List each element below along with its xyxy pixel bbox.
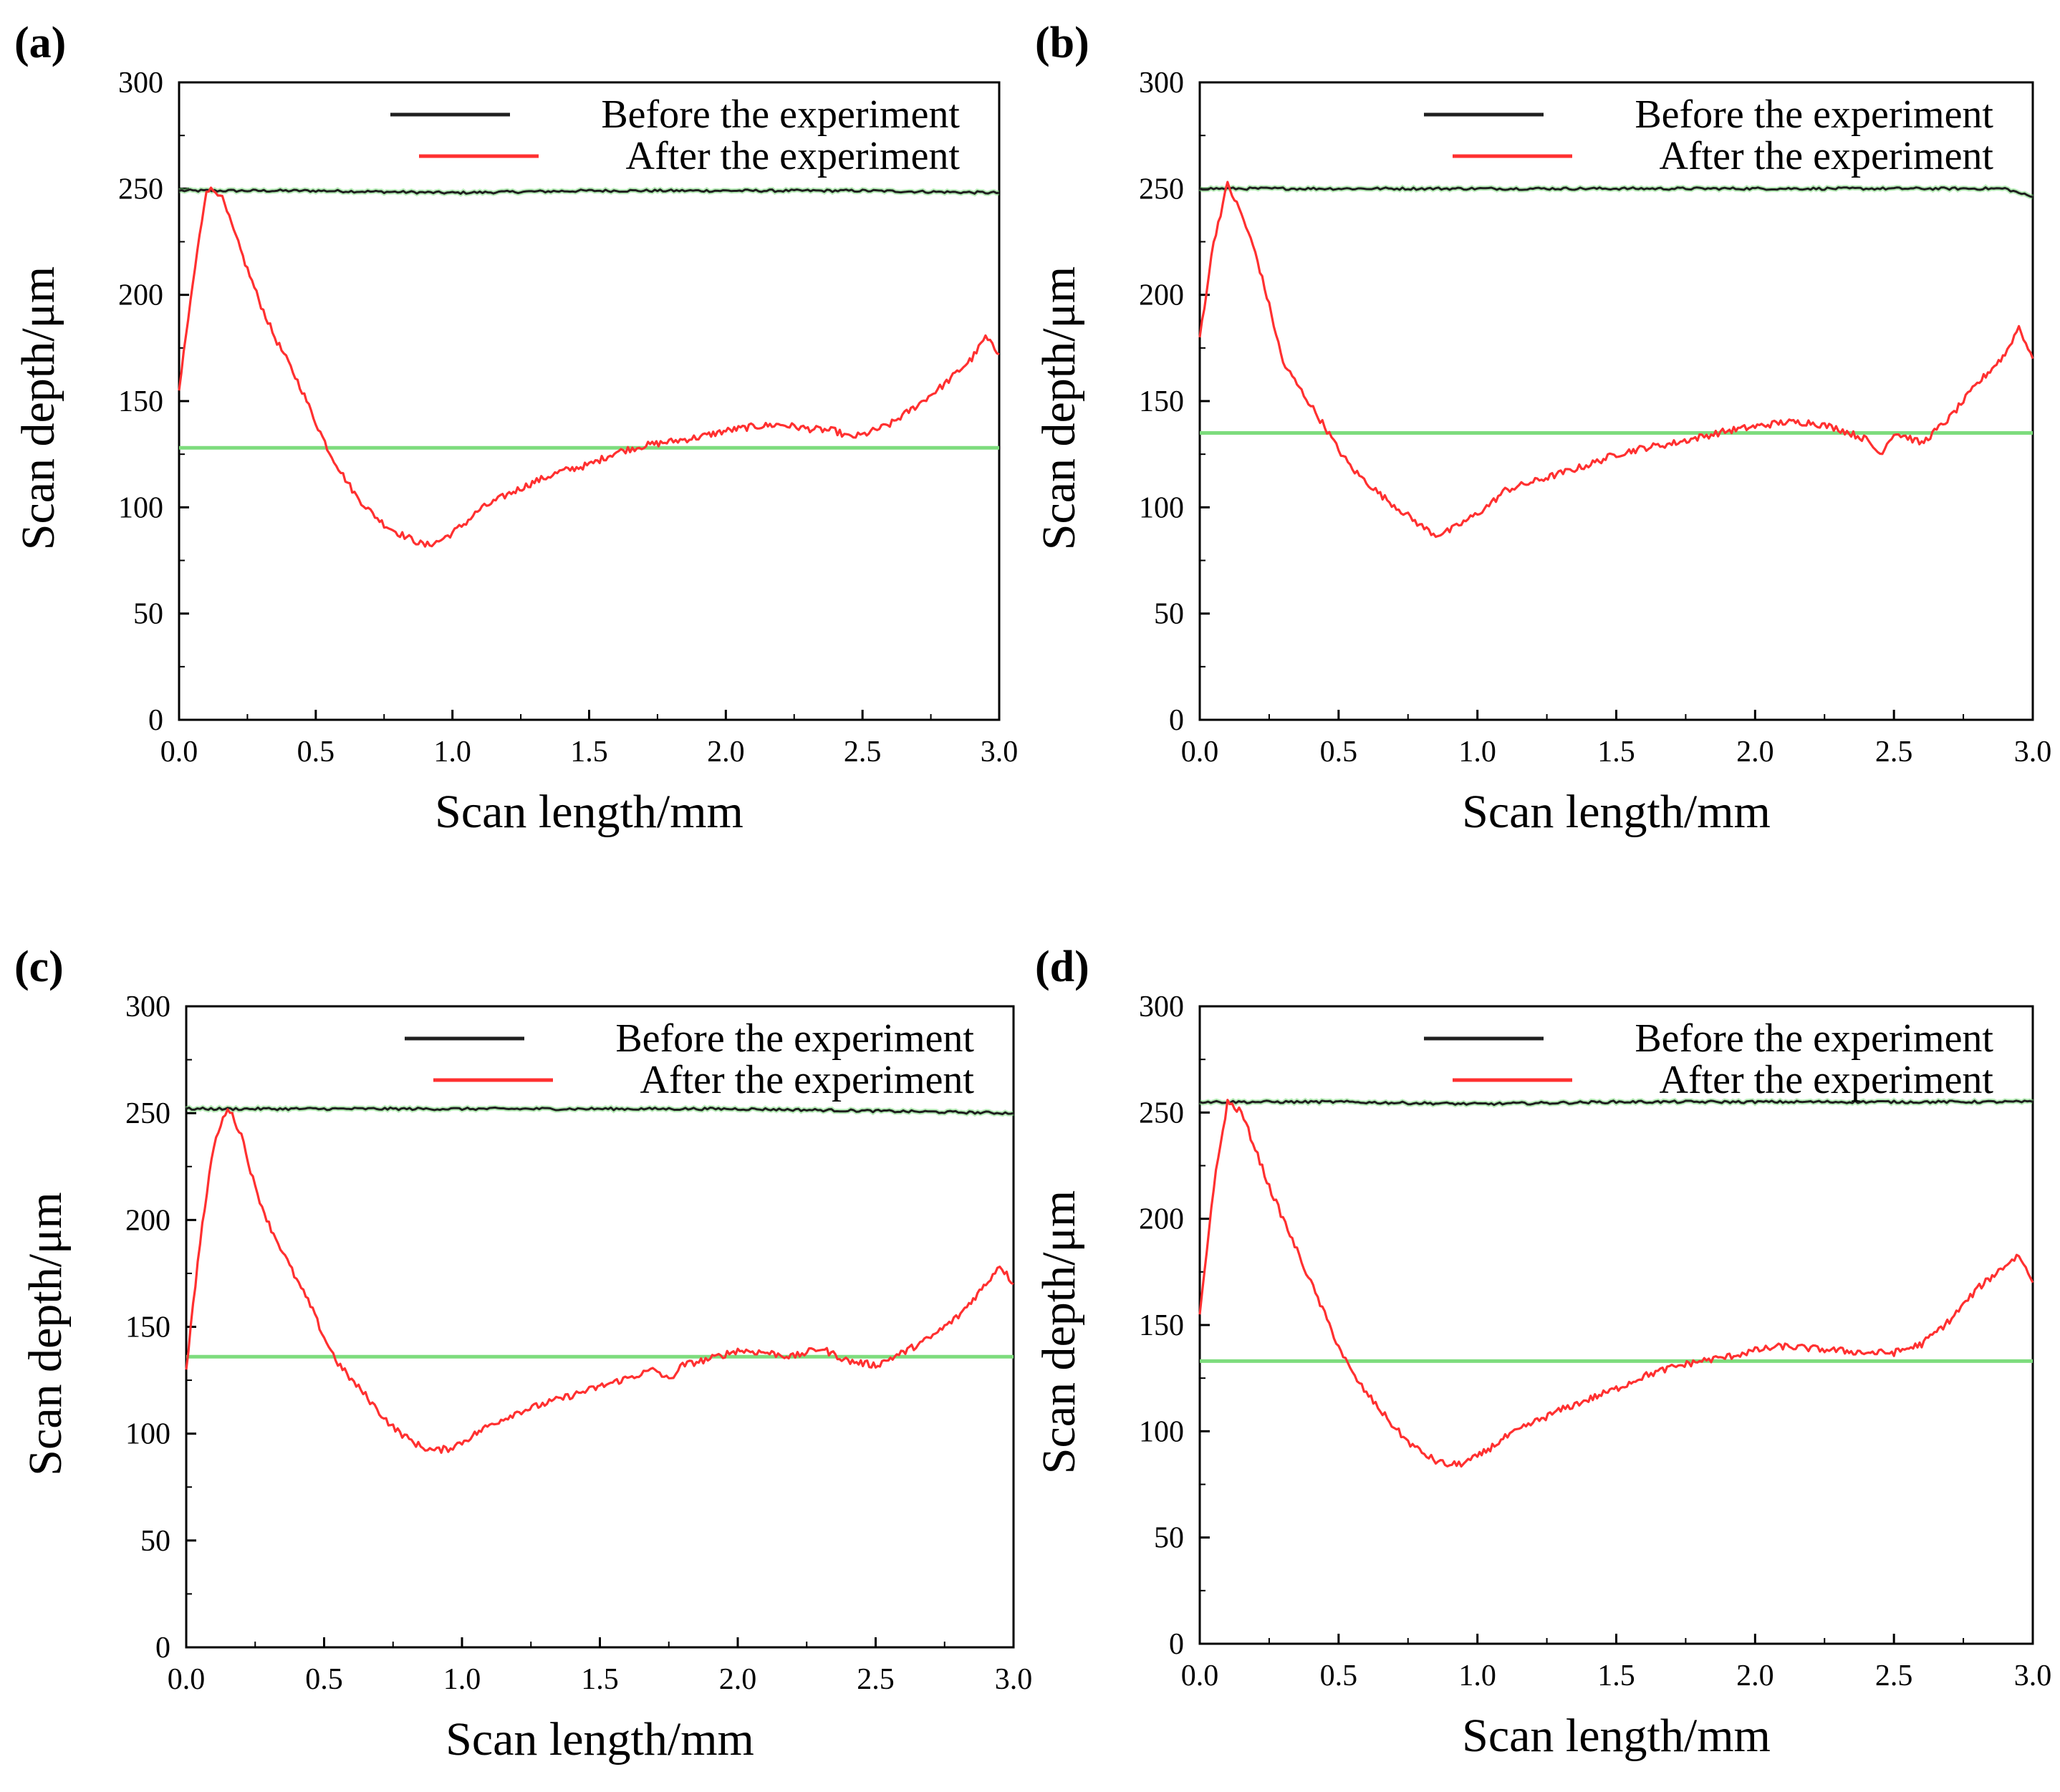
panel-label: (b) xyxy=(1035,19,1089,67)
x-tick-label: 0.0 xyxy=(1181,1659,1219,1692)
y-axis-title: Scan depth/μm xyxy=(1033,1190,1085,1474)
x-axis-title: Scan length/mm xyxy=(435,786,743,838)
x-axis-title: Scan length/mm xyxy=(1462,1710,1771,1762)
legend-label-before: Before the experiment xyxy=(1635,1016,1993,1061)
y-tick-label: 0 xyxy=(1169,1628,1184,1661)
x-tick-label: 0.5 xyxy=(305,1663,343,1696)
x-tick-label: 0.0 xyxy=(168,1663,206,1696)
series-line-after xyxy=(1198,1099,2034,1468)
y-tick-label: 300 xyxy=(1139,67,1184,100)
x-tick-label: 1.0 xyxy=(1458,736,1496,769)
x-tick-label: 2.5 xyxy=(844,736,882,769)
y-tick-label: 150 xyxy=(1139,1309,1184,1342)
y-tick-label: 200 xyxy=(118,279,163,312)
x-tick-label: 3.0 xyxy=(981,736,1019,769)
legend-label-after: After the experiment xyxy=(626,134,961,178)
y-tick-label: 50 xyxy=(133,598,163,631)
y-tick-label: 300 xyxy=(125,991,170,1023)
y-tick-label: 0 xyxy=(155,1632,170,1665)
x-tick-label: 2.0 xyxy=(1736,1659,1774,1692)
legend-label-before: Before the experiment xyxy=(1635,92,1993,137)
x-tick-label: 1.5 xyxy=(581,1663,619,1696)
y-tick-label: 300 xyxy=(118,67,163,100)
y-tick-label: 150 xyxy=(125,1311,170,1344)
series-line-before xyxy=(186,1106,1014,1115)
x-tick-label: 2.5 xyxy=(1875,736,1913,769)
x-tick-label: 1.0 xyxy=(433,736,471,769)
x-tick-label: 2.0 xyxy=(719,1663,757,1696)
x-tick-label: 0.5 xyxy=(1320,736,1358,769)
x-tick-label: 2.5 xyxy=(1875,1659,1913,1692)
x-tick-label: 2.5 xyxy=(857,1663,895,1696)
y-tick-label: 250 xyxy=(118,173,163,206)
series-line-after xyxy=(1198,180,2034,539)
x-tick-label: 2.0 xyxy=(707,736,745,769)
panel-label: (a) xyxy=(14,19,66,67)
panel-label: (d) xyxy=(1035,943,1089,991)
legend-label-after: After the experiment xyxy=(1660,1058,1994,1102)
y-tick-label: 300 xyxy=(1139,991,1184,1023)
y-tick-label: 150 xyxy=(118,385,163,418)
y-tick-label: 50 xyxy=(1154,1522,1184,1555)
x-tick-label: 0.0 xyxy=(160,736,198,769)
y-tick-label: 50 xyxy=(1154,598,1184,631)
chart-panel-c: (c) 0 50 100 150 200 250 300 0.0 0.5 1.0 1.5 2.0 2.5 3… xyxy=(14,943,1032,1765)
y-tick-label: 250 xyxy=(1139,1097,1184,1129)
panel-label: (c) xyxy=(14,943,64,991)
y-tick-label: 200 xyxy=(125,1204,170,1237)
x-tick-label: 1.0 xyxy=(1458,1659,1496,1692)
y-tick-label: 100 xyxy=(118,491,163,524)
legend-label-before: Before the experiment xyxy=(615,1016,974,1061)
y-tick-label: 200 xyxy=(1139,1203,1184,1236)
y-tick-label: 100 xyxy=(1139,491,1184,524)
y-tick-label: 250 xyxy=(1139,173,1184,206)
x-tick-label: 0.0 xyxy=(1181,736,1219,769)
series-line-after xyxy=(185,1108,1014,1454)
y-axis-title: Scan depth/μm xyxy=(19,1192,72,1475)
y-tick-label: 250 xyxy=(125,1097,170,1130)
legend-label-before: Before the experiment xyxy=(601,92,960,137)
y-tick-label: 150 xyxy=(1139,385,1184,418)
y-tick-label: 0 xyxy=(1169,704,1184,737)
x-tick-label: 1.5 xyxy=(1597,1659,1635,1692)
y-tick-label: 200 xyxy=(1139,279,1184,312)
y-tick-label: 100 xyxy=(125,1418,170,1451)
x-tick-label: 0.5 xyxy=(297,736,335,769)
x-tick-label: 3.0 xyxy=(995,1663,1033,1696)
series-line-before xyxy=(178,188,1000,196)
y-axis-title: Scan depth/μm xyxy=(12,266,64,550)
y-axis-title: Scan depth/μm xyxy=(1033,266,1085,550)
legend-label-after: After the experiment xyxy=(1660,134,1994,178)
plot-frame xyxy=(185,1005,1015,1649)
x-axis-title: Scan length/mm xyxy=(446,1713,754,1765)
series-line-before xyxy=(1199,186,2033,198)
y-tick-label: 50 xyxy=(140,1525,170,1558)
x-axis-title: Scan length/mm xyxy=(1462,786,1771,838)
y-tick-label: 100 xyxy=(1139,1415,1184,1448)
x-tick-label: 2.0 xyxy=(1736,736,1774,769)
y-tick-label: 0 xyxy=(148,704,163,737)
chart-panel-b: (b) 0 50 100 150 200 250 300 0.0 0.5 1.0 1.5 2.0 2.5 3… xyxy=(1033,19,2051,838)
series-line-before xyxy=(1199,1099,2033,1107)
chart-panel-d: (d) 0 50 100 150 200 250 300 0.0 0.5 1.0 1.5 2.0 2.5 3… xyxy=(1033,943,2051,1762)
x-tick-label: 3.0 xyxy=(2014,736,2052,769)
legend-label-after: After the experiment xyxy=(640,1058,975,1102)
x-tick-label: 1.5 xyxy=(570,736,608,769)
x-tick-label: 3.0 xyxy=(2014,1659,2052,1692)
x-tick-label: 0.5 xyxy=(1320,1659,1358,1692)
series-line-after xyxy=(178,186,1000,548)
x-tick-label: 1.5 xyxy=(1597,736,1635,769)
chart-panel-a: (a) 0 50 100 150 200 250 300 0.0 0.5 1.0 1.5 2.0 2.5 3… xyxy=(12,19,1018,838)
x-tick-label: 1.0 xyxy=(443,1663,481,1696)
